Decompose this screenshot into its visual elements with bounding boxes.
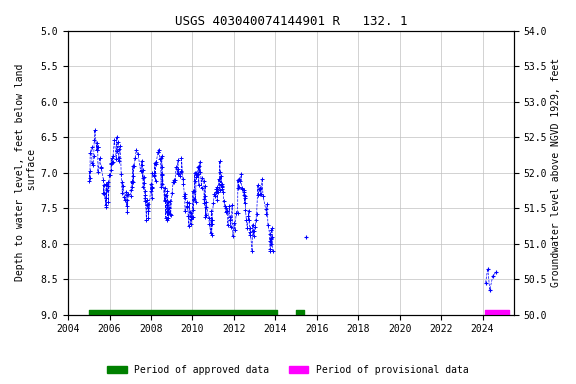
Y-axis label: Depth to water level, feet below land
 surface: Depth to water level, feet below land su… [15,64,37,281]
Y-axis label: Groundwater level above NGVD 1929, feet: Groundwater level above NGVD 1929, feet [551,58,561,287]
Legend: Period of approved data, Period of provisional data: Period of approved data, Period of provi… [103,361,473,379]
Title: USGS 403040074144901 R   132. 1: USGS 403040074144901 R 132. 1 [175,15,407,28]
